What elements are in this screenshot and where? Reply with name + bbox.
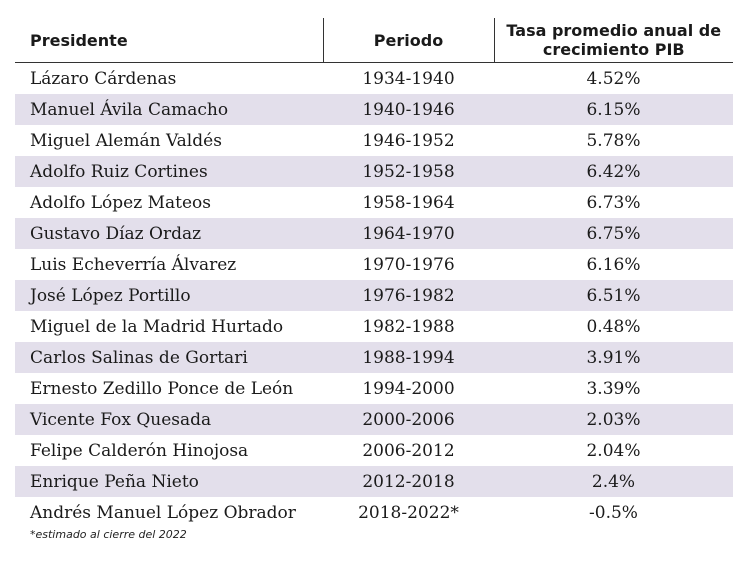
- table-cell: 6.51%: [494, 280, 733, 311]
- table-cell: 6.16%: [586, 254, 641, 275]
- table-cell: Vicente Fox Quesada: [15, 404, 323, 435]
- table-row: Enrique Peña Nieto 2012-2018 2.4%: [15, 466, 733, 497]
- table-cell: Luis Echeverría Álvarez: [30, 254, 237, 275]
- table-cell: 2000-2006: [323, 404, 494, 435]
- table-cell: Lázaro Cárdenas: [30, 68, 177, 89]
- table-cell: 1940-1946: [323, 94, 494, 125]
- header-cell: Periodo: [322, 18, 494, 63]
- table-row: Manuel Ávila Camacho 1940-1946 6.15%: [15, 94, 733, 125]
- table-cell: 6.15%: [494, 94, 733, 125]
- table-cell: Ernesto Zedillo Ponce de León: [30, 378, 294, 399]
- table-row: Adolfo López Mateos 1958-1964 6.73%: [15, 187, 733, 218]
- table-cell: 6.75%: [494, 218, 733, 249]
- table-cell: 1958-1964: [362, 192, 455, 213]
- header-row: Presidente Periodo Tasa promedio anual d…: [15, 18, 733, 63]
- table-row: Felipe Calderón Hinojosa 2006-2012 2.04%: [15, 435, 733, 466]
- header-cell: Presidente: [15, 18, 323, 63]
- table-cell: 1952-1958: [323, 156, 494, 187]
- table-cell: 2006-2012: [362, 440, 455, 461]
- table-row: Miguel de la Madrid Hurtado 1982-1988 0.48…: [15, 311, 733, 342]
- table-cell: 1970-1976: [362, 254, 455, 275]
- table-cell: 3.39%: [586, 378, 641, 399]
- table-cell: Adolfo Ruiz Cortines: [15, 156, 323, 187]
- table-cell: 1988-1994: [323, 342, 494, 373]
- table-row: Carlos Salinas de Gortari 1988-1994 3.91%: [15, 342, 733, 373]
- table-cell: Gustavo Díaz Ordaz: [15, 218, 323, 249]
- table-cell: 1964-1970: [323, 218, 494, 249]
- table-cell: 3.91%: [494, 342, 733, 373]
- table-cell: Adolfo López Mateos: [30, 192, 211, 213]
- table-cell: 6.42%: [494, 156, 733, 187]
- table-cell: 1934-1940: [362, 68, 455, 89]
- table-cell: -0.5%: [589, 502, 638, 523]
- table-cell: Carlos Salinas de Gortari: [15, 342, 323, 373]
- table-cell: José López Portillo: [15, 280, 323, 311]
- table-cell: 1946-1952: [362, 130, 455, 151]
- table-row: Andrés Manuel López Obrador 2018-2022* -0.…: [15, 497, 733, 528]
- table-cell: 2.04%: [586, 440, 641, 461]
- table-cell: Manuel Ávila Camacho: [15, 94, 323, 125]
- table-cell: 1994-2000: [362, 378, 455, 399]
- gdp-table: Presidente Periodo Tasa promedio anual d…: [15, 18, 733, 528]
- table-row: Lázaro Cárdenas 1934-1940 4.52%: [15, 63, 733, 95]
- table-cell: 1982-1988: [362, 316, 455, 337]
- table-cell: 2.4%: [494, 466, 733, 497]
- table-cell: 2.03%: [494, 404, 733, 435]
- table-row: José López Portillo 1976-1982 6.51%: [15, 280, 733, 311]
- table-cell: Andrés Manuel López Obrador: [30, 502, 296, 523]
- table-cell: 0.48%: [586, 316, 641, 337]
- table-cell: 1976-1982: [323, 280, 494, 311]
- footnote: *estimado al cierre del 2022: [30, 528, 187, 541]
- table-row: Adolfo Ruiz Cortines 1952-1958 6.42%: [15, 156, 733, 187]
- table-cell: 5.78%: [586, 130, 641, 151]
- table-cell: Felipe Calderón Hinojosa: [30, 440, 249, 461]
- table-cell: Enrique Peña Nieto: [15, 466, 323, 497]
- table-cell: 6.73%: [586, 192, 641, 213]
- table-cell: Miguel de la Madrid Hurtado: [30, 316, 284, 337]
- table-cell: 2018-2022*: [358, 502, 459, 523]
- table-cell: 2012-2018: [323, 466, 494, 497]
- table-row: Miguel Alemán Valdés 1946-1952 5.78%: [15, 125, 733, 156]
- table-row: Gustavo Díaz Ordaz 1964-1970 6.75%: [15, 218, 733, 249]
- table-row: Vicente Fox Quesada 2000-2006 2.03%: [15, 404, 733, 435]
- header-cell: Tasa promedio anual de crecimiento PIB: [493, 18, 733, 63]
- table-cell: Miguel Alemán Valdés: [30, 130, 222, 151]
- table-row: Ernesto Zedillo Ponce de León 1994-2000 3.…: [15, 373, 733, 404]
- table-row: Luis Echeverría Álvarez 1970-1976 6.16%: [15, 249, 733, 280]
- table-cell: 4.52%: [586, 68, 641, 89]
- table-body: Lázaro Cárdenas 1934-1940 4.52% Manuel Ávil…: [15, 63, 733, 529]
